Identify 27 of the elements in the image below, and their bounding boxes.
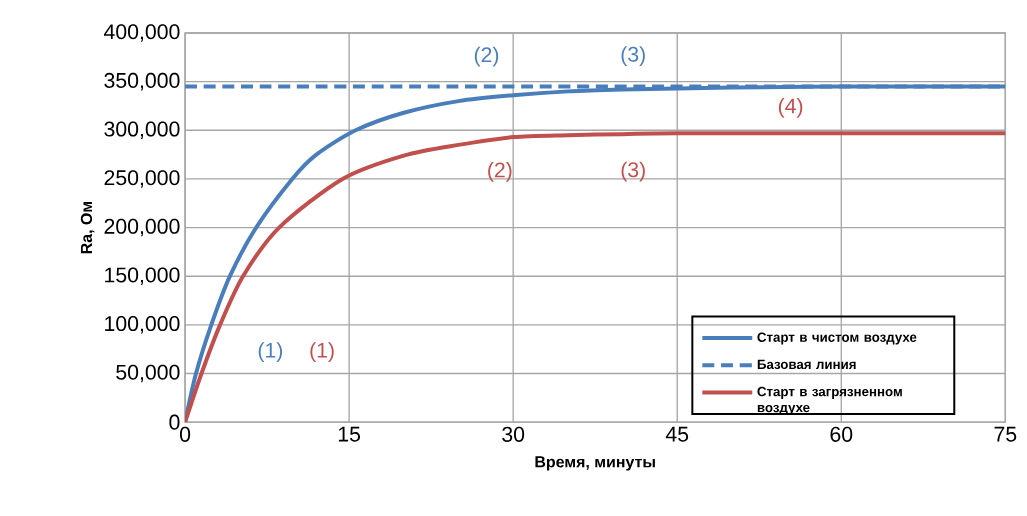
annotation: (2) [474,46,499,67]
annotation: (1) [258,342,283,362]
legend-label: Базовая линия [757,359,856,369]
x-axis-title: Время, минуты [535,456,655,471]
y-tick-label: 0 [169,414,180,430]
y-tick-label: 350,000 [104,72,180,91]
y-axis-title: Ra, Ом [80,201,95,254]
y-tick-label: 50,000 [116,364,180,383]
y-tick-label: 100,000 [105,315,180,334]
x-tick-label: 30 [502,426,525,442]
annotation: (3) [621,161,645,182]
legend-label: Старт в загрязненном воздухе [757,386,902,415]
x-tick-label: 60 [830,426,853,442]
y-tick-label: 400,000 [104,24,180,42]
x-tick-label: 15 [338,426,361,442]
annotation: (1) [310,342,334,362]
annotation: (3) [621,46,645,66]
y-tick-label: 250,000 [104,170,180,188]
legend-label: Старт в чистом воздухе [757,332,917,345]
annotation: (4) [778,97,803,118]
x-tick-label: 75 [994,426,1017,442]
x-tick-label: 45 [665,426,689,442]
y-tick-label: 200,000 [104,218,180,237]
annotation: (2) [488,161,512,182]
y-tick-label: 150,000 [105,267,180,285]
x-tick-label: 0 [179,426,191,442]
y-tick-label: 300,000 [104,121,180,139]
